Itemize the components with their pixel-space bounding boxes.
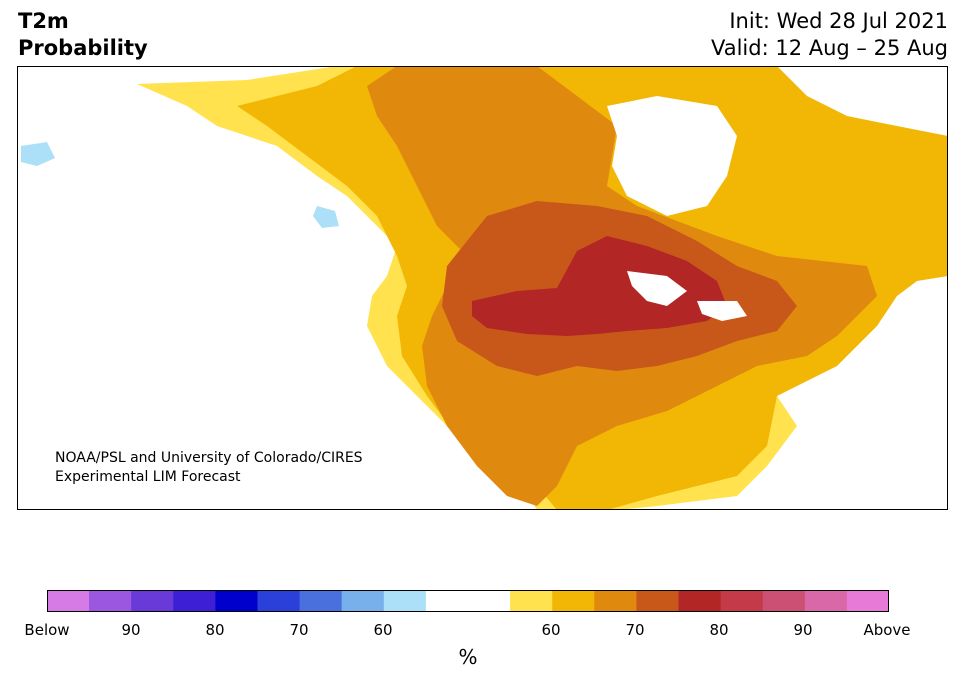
colorbar-segment: [636, 590, 679, 612]
colorbar: [47, 590, 889, 612]
colorbar-unit: %: [458, 645, 478, 669]
tick-label: 90: [793, 621, 813, 639]
colorbar-segment: [299, 590, 343, 612]
tick-label: 60: [373, 621, 393, 639]
colorbar-segment: [552, 590, 595, 612]
greenland: [777, 66, 948, 136]
hudson-bay: [607, 96, 737, 216]
tick-label: Below: [24, 621, 70, 639]
colorbar-border: [47, 590, 889, 612]
map-canvas: [17, 66, 948, 510]
zone-below-50-60-alaska: [21, 142, 55, 166]
colorbar-segment: [510, 590, 553, 612]
tick-label: 70: [289, 621, 309, 639]
title-line-2: Probability: [18, 36, 148, 60]
colorbar-segment: [341, 590, 385, 612]
colorbar-segment: [383, 590, 427, 612]
colorbar-segment: [720, 590, 764, 612]
colorbar-segment: [594, 590, 637, 612]
tick-label: 80: [205, 621, 225, 639]
date-info: Init: Wed 28 Jul 2021 Valid: 12 Aug – 25…: [711, 8, 948, 62]
tick-label: Above: [863, 621, 911, 639]
colorbar-segment: [468, 590, 511, 612]
probability-map: [17, 66, 948, 510]
title-line-1: T2m: [18, 9, 69, 33]
tick-label: 80: [709, 621, 729, 639]
colorbar-segment: [257, 590, 301, 612]
credit-line-2: Experimental LIM Forecast: [55, 469, 241, 485]
colorbar-segment: [47, 590, 90, 612]
colorbar-segment: [89, 590, 132, 612]
init-date: Init: Wed 28 Jul 2021: [729, 9, 948, 33]
colorbar-segment: [173, 590, 216, 612]
tick-label: 90: [121, 621, 141, 639]
colorbar-segment: [131, 590, 174, 612]
credit-text: NOAA/PSL and University of Colorado/CIRE…: [55, 449, 363, 487]
zone-below-50-60-west: [313, 206, 339, 228]
colorbar-segment: [762, 590, 806, 612]
tick-label: 70: [625, 621, 645, 639]
colorbar-segment: [846, 590, 889, 612]
colorbar-segment: [804, 590, 848, 612]
colorbar-segment: [215, 590, 258, 612]
credit-line-1: NOAA/PSL and University of Colorado/CIRE…: [55, 450, 363, 466]
great-lakes: [627, 271, 747, 321]
colorbar-segment: [425, 590, 469, 612]
zone-above-90: [472, 236, 727, 336]
colorbar-segment: [678, 590, 722, 612]
valid-range: Valid: 12 Aug – 25 Aug: [710, 36, 948, 60]
map-title: T2m Probability: [18, 8, 148, 62]
tick-label: 60: [541, 621, 561, 639]
